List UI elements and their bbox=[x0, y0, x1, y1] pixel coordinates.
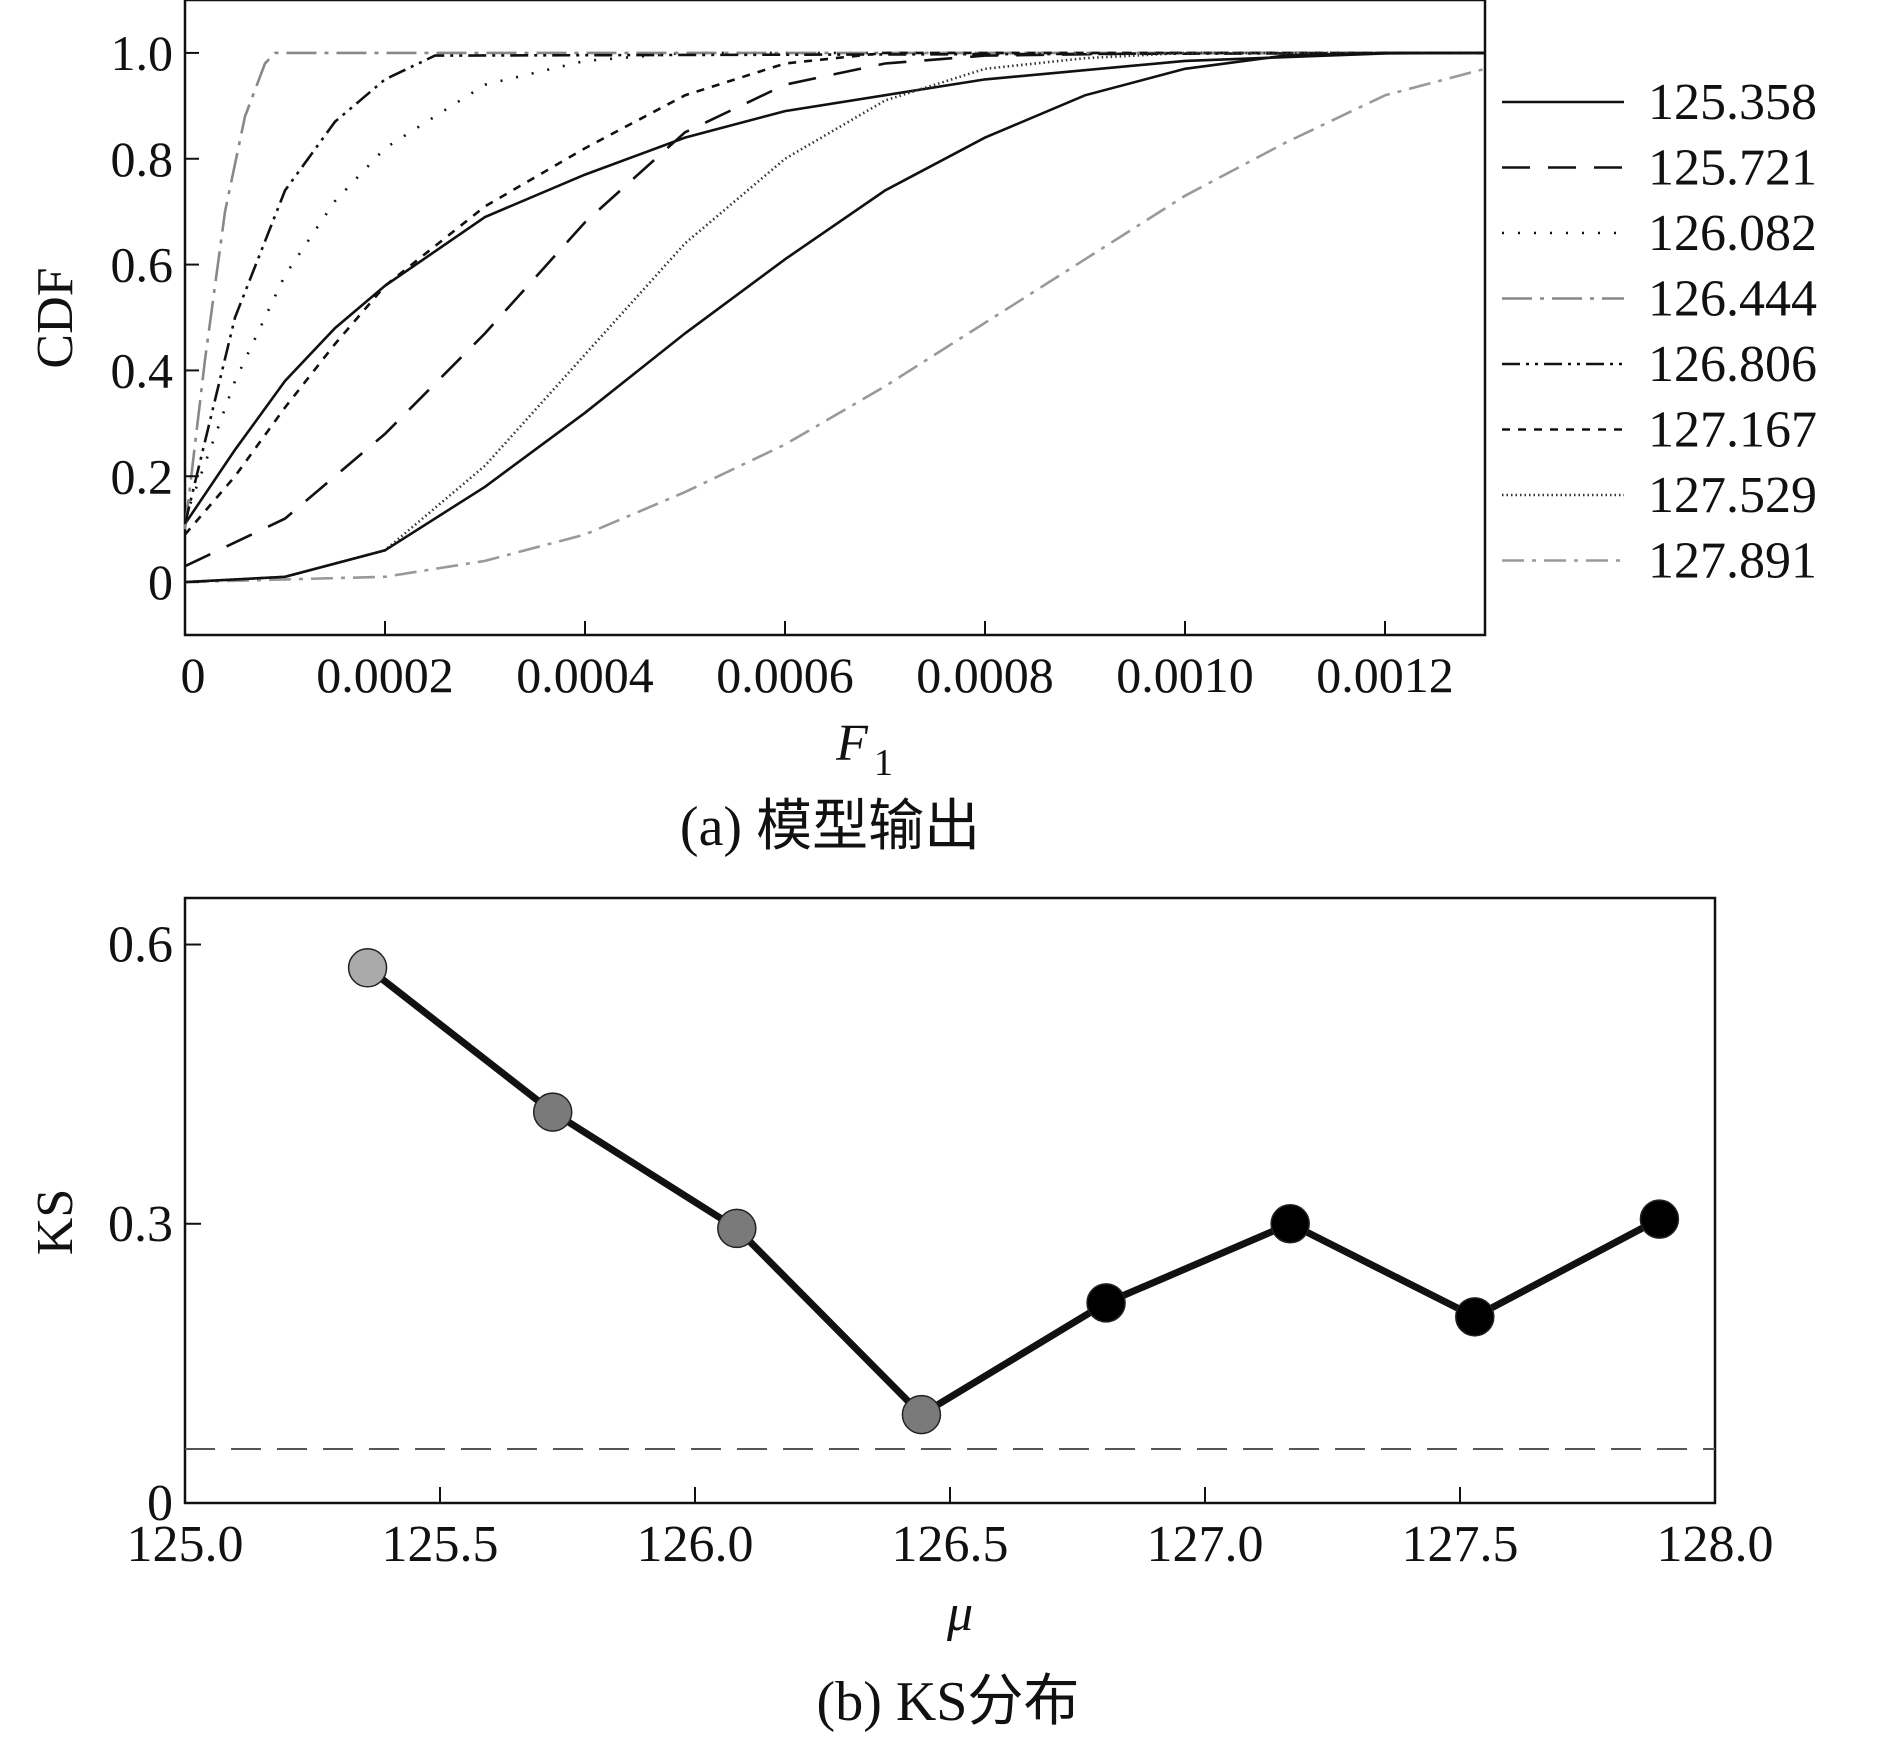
x-tick-label: 127.0 bbox=[1147, 1516, 1264, 1573]
chart-b-plot-frame bbox=[183, 896, 1717, 1505]
ks-point-125-721 bbox=[532, 1092, 573, 1132]
chart-a-cdf: 0 0.0002 0.0004 0.0006 0.0008 0.0010 0.0012 00… bbox=[27, 0, 1817, 858]
series-line-127-529 bbox=[184, 51, 1485, 584]
y-tick-label: 0.2 bbox=[111, 448, 174, 504]
ks-point-125-358 bbox=[347, 948, 388, 988]
chart-a-ylabel: CDF bbox=[27, 267, 84, 368]
x-tick-label: 0.0012 bbox=[1316, 647, 1454, 703]
x-tick-label: 0.0008 bbox=[916, 647, 1054, 703]
chart-a-x-ticks: 0 0.0002 0.0004 0.0006 0.0008 0.0010 0.0012 bbox=[181, 621, 1454, 703]
y-tick-label: 0.3 bbox=[108, 1196, 173, 1253]
series-line-126-806 bbox=[183, 51, 1486, 525]
y-tick-label: 0.8 bbox=[111, 131, 174, 187]
series-line-126-444 bbox=[183, 51, 1485, 530]
ks-point-127-891 bbox=[1639, 1199, 1680, 1239]
series-line-125-721 bbox=[184, 51, 1485, 568]
legend-label: 126.082 bbox=[1648, 205, 1817, 262]
chart-a-series-lines bbox=[183, 51, 1486, 584]
chart-b-ks: 125.0 125.5 126.0 126.5 127.0 127.5 128.0 0 0.3… bbox=[27, 896, 1774, 1733]
x-tick-label: 0 bbox=[181, 647, 206, 703]
x-tick-label: 128.0 bbox=[1657, 1516, 1774, 1573]
series-line-127-891 bbox=[184, 67, 1486, 584]
x-tick-label: 0.0010 bbox=[1116, 647, 1254, 703]
chart-a-xlabel-subscript: 1 bbox=[874, 742, 893, 784]
chart-b-x-ticks: 125.0 125.5 126.0 126.5 127.0 127.5 128.0 bbox=[127, 1487, 1774, 1573]
ks-point-126-806 bbox=[1086, 1283, 1126, 1323]
y-tick-label: 0.6 bbox=[111, 237, 174, 293]
legend-label: 125.358 bbox=[1648, 74, 1817, 131]
ks-line bbox=[365, 965, 1662, 1419]
x-tick-label: 126.0 bbox=[637, 1516, 754, 1573]
chart-a-legend: 125.358 125.721 126.082 126.444 126.806 127.1… bbox=[1502, 74, 1817, 590]
legend-label: 127.167 bbox=[1648, 402, 1817, 459]
chart-b-series-line bbox=[365, 965, 1662, 1419]
y-tick-label: 0 bbox=[148, 554, 173, 610]
chart-b-y-ticks: 0 0.3 0.6 bbox=[108, 917, 201, 1532]
chart-a-caption: (a) 模型输出 bbox=[680, 796, 980, 858]
y-tick-label: 0.4 bbox=[111, 342, 174, 398]
legend-label: 127.529 bbox=[1648, 467, 1817, 524]
y-tick-label: 0 bbox=[147, 1475, 173, 1532]
series-line-125-358 bbox=[183, 51, 1486, 525]
x-tick-label: 126.5 bbox=[892, 1516, 1009, 1573]
x-tick-label: 0.0006 bbox=[716, 647, 854, 703]
chart-a-y-ticks: 0 0.2 0.4 0.6 0.8 1.0 bbox=[111, 25, 199, 610]
chart-a-plot-frame bbox=[183, 0, 1487, 637]
y-tick-label: 1.0 bbox=[111, 25, 174, 81]
x-tick-label: 0.0004 bbox=[516, 647, 654, 703]
ks-point-127-529 bbox=[1455, 1297, 1495, 1337]
legend-label: 125.721 bbox=[1648, 140, 1817, 197]
legend-label: 127.891 bbox=[1648, 533, 1817, 590]
x-tick-label: 125.5 bbox=[382, 1516, 499, 1573]
chart-b-ylabel: KS bbox=[27, 1189, 84, 1255]
ks-point-126-444 bbox=[901, 1394, 942, 1435]
legend-label: 126.444 bbox=[1648, 271, 1817, 328]
chart-b-caption: (b) KS分布 bbox=[817, 1671, 1080, 1733]
legend-label: 126.806 bbox=[1648, 336, 1817, 393]
x-tick-label: 0.0002 bbox=[316, 647, 454, 703]
series-line-127-167 bbox=[184, 51, 1485, 536]
chart-a-xlabel: F bbox=[835, 715, 869, 772]
x-tick-label: 125.0 bbox=[127, 1516, 244, 1573]
series-line-126-082 bbox=[183, 51, 1485, 520]
ks-point-126-082 bbox=[717, 1208, 757, 1249]
chart-b-points bbox=[347, 948, 1680, 1435]
x-tick-label: 127.5 bbox=[1402, 1516, 1519, 1573]
series-line-unlabeled bbox=[184, 51, 1485, 584]
chart-b-xlabel: μ bbox=[946, 1585, 973, 1642]
y-tick-label: 0.6 bbox=[108, 917, 173, 974]
ks-point-127-167 bbox=[1270, 1204, 1310, 1244]
